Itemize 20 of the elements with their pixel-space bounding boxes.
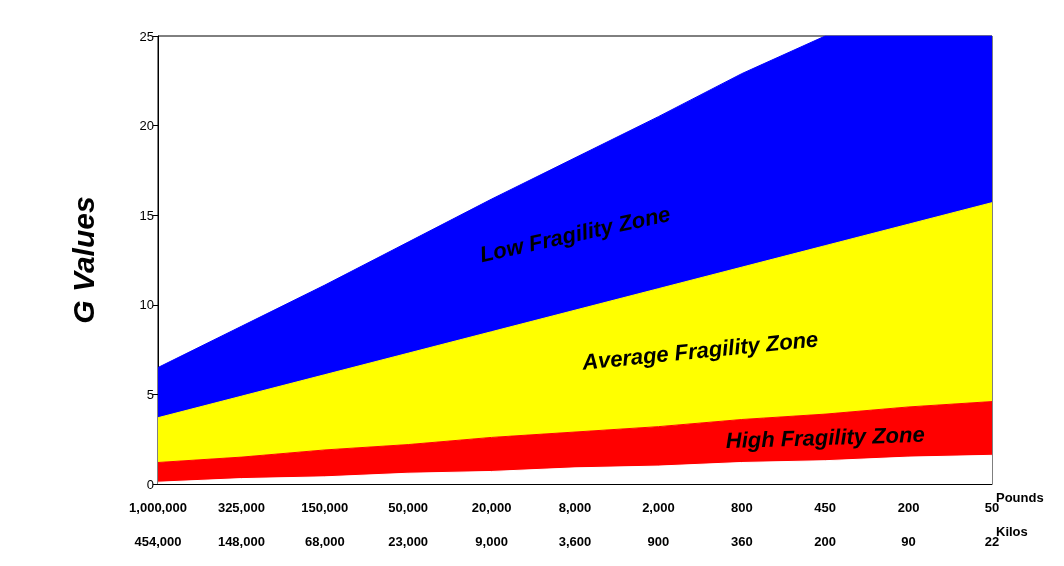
category-label: 800 360 [730,499,753,549]
category-label: 20,000 9,000 [471,499,512,549]
category-label: 50,000 23,000 [388,499,429,549]
y-axis-title: G Values [66,196,100,324]
category-label: 8,000 3,600 [558,499,592,549]
y-tick-label: 20 [139,118,154,134]
category-label: 1,000,000 454,000 [129,499,187,549]
category-label: 200 90 [897,499,920,549]
y-tick-label: 15 [139,207,154,223]
y-tick-label: 5 [146,386,154,402]
category-label: 450 200 [814,499,837,549]
y-tick-label: 10 [139,297,154,313]
category-label: 325,000 148,000 [217,499,265,549]
series-label: High Fragility Zone [725,421,926,454]
series-label: Low Fragility Zone [477,201,673,268]
category-label: 150,000 68,000 [301,499,349,549]
y-tick-label: 0 [146,476,154,492]
category-label: 2,000 900 [642,499,675,549]
y-tick-label: 25 [139,28,154,44]
series-label: Average Fragility Zone [579,326,820,375]
